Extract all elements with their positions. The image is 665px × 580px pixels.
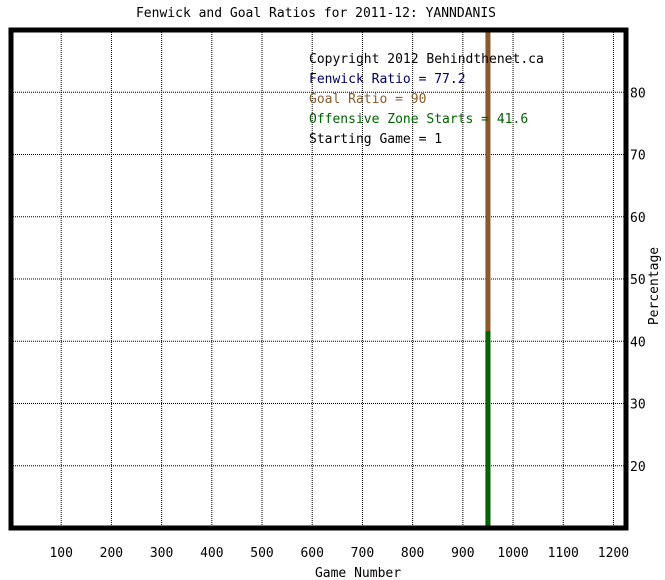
x-tick-label: 1100 xyxy=(548,546,579,561)
x-tick-label: 500 xyxy=(250,546,273,561)
y-tick-labels: 20 30 40 50 60 70 80 xyxy=(630,86,646,475)
y-tick-label: 40 xyxy=(630,335,646,350)
x-tick-label: 100 xyxy=(49,546,72,561)
copyright-text: Copyright 2012 Behindthenet.ca xyxy=(309,52,544,67)
offensive-zone-starts-text: Offensive Zone Starts = 41.6 xyxy=(309,112,528,127)
y-tick-label: 30 xyxy=(630,398,646,413)
y-tick-label: 60 xyxy=(630,211,646,226)
annotation-block: Copyright 2012 Behindthenet.ca Fenwick Ra… xyxy=(309,52,544,147)
x-tick-label: 700 xyxy=(351,546,374,561)
y-tick-label: 20 xyxy=(630,460,646,475)
x-tick-label: 900 xyxy=(451,546,474,561)
y-tick-label: 70 xyxy=(630,149,646,164)
goal-ratio-text: Goal Ratio = 90 xyxy=(309,92,426,107)
x-tick-label: 1000 xyxy=(497,546,528,561)
x-tick-labels: 100 200 300 400 500 600 700 800 900 1000 1100 1200 xyxy=(49,546,629,561)
grid xyxy=(11,30,626,528)
x-tick-label: 800 xyxy=(401,546,424,561)
y-tick-label: 80 xyxy=(630,86,646,101)
x-tick-label: 300 xyxy=(150,546,173,561)
chart-title: Fenwick and Goal Ratios for 2011-12: YAN… xyxy=(136,6,496,21)
starting-game-text: Starting Game = 1 xyxy=(309,132,442,147)
x-tick-label: 400 xyxy=(200,546,223,561)
x-tick-label: 200 xyxy=(100,546,123,561)
y-axis-label: Percentage xyxy=(647,247,662,325)
x-tick-label: 1200 xyxy=(598,546,629,561)
fenwick-ratio-text: Fenwick Ratio = 77.2 xyxy=(309,72,466,87)
x-tick-label: 600 xyxy=(300,546,323,561)
y-tick-label: 50 xyxy=(630,273,646,288)
x-axis-label: Game Number xyxy=(315,566,401,580)
plot-frame xyxy=(8,27,629,531)
